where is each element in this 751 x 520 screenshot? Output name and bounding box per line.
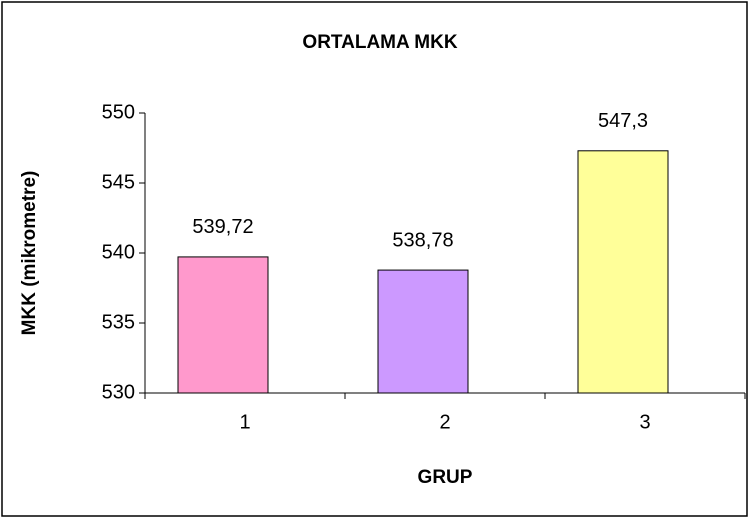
- value-label: 539,72: [192, 216, 253, 238]
- bar: [177, 256, 269, 394]
- bar: [377, 269, 469, 394]
- x-tick-label: 3: [639, 411, 650, 433]
- x-tick-label: 2: [439, 411, 450, 433]
- y-tick-label: 540: [102, 241, 135, 263]
- y-axis-label: MKK (mikrometre): [19, 171, 40, 336]
- value-label: 538,78: [392, 229, 453, 251]
- y-tick-label: 530: [102, 381, 135, 403]
- y-tick-label: 545: [102, 171, 135, 193]
- x-tick-label: 1: [239, 411, 250, 433]
- bar: [577, 150, 669, 394]
- y-tick-label: 550: [102, 101, 135, 123]
- x-axis-label: GRUP: [418, 467, 473, 488]
- value-label: 547,3: [598, 110, 648, 132]
- y-tick-label: 535: [102, 311, 135, 333]
- chart-title: ORTALAMA MKK: [302, 32, 457, 53]
